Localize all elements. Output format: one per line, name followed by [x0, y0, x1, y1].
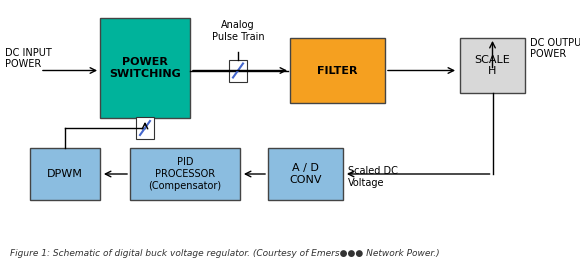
Text: FILTER: FILTER [317, 65, 358, 76]
Text: POWER
SWITCHING: POWER SWITCHING [109, 57, 181, 79]
Bar [290, 38, 385, 103]
Text: DC INPUT
POWER: DC INPUT POWER [5, 48, 52, 69]
Bar [229, 60, 247, 81]
Bar [100, 18, 190, 118]
Bar [136, 117, 154, 139]
Text: Figure 1: Schematic of digital buck voltage regulator. (Courtesy of Emers●●● Net: Figure 1: Schematic of digital buck volt… [10, 249, 440, 258]
Text: SCALE
H: SCALE H [474, 55, 510, 76]
Bar [460, 38, 525, 93]
Bar [268, 148, 343, 200]
Text: Analog
Pulse Train: Analog Pulse Train [212, 20, 264, 41]
Text: Scaled DC
Voltage: Scaled DC Voltage [348, 166, 398, 188]
Text: PID
PROCESSOR
(Compensator): PID PROCESSOR (Compensator) [148, 157, 222, 191]
Text: A / D
CONV: A / D CONV [289, 163, 322, 185]
Bar [130, 148, 240, 200]
Text: DPWM: DPWM [47, 169, 83, 179]
Text: DC OUTPUT
POWER: DC OUTPUT POWER [530, 38, 580, 59]
Bar [30, 148, 100, 200]
